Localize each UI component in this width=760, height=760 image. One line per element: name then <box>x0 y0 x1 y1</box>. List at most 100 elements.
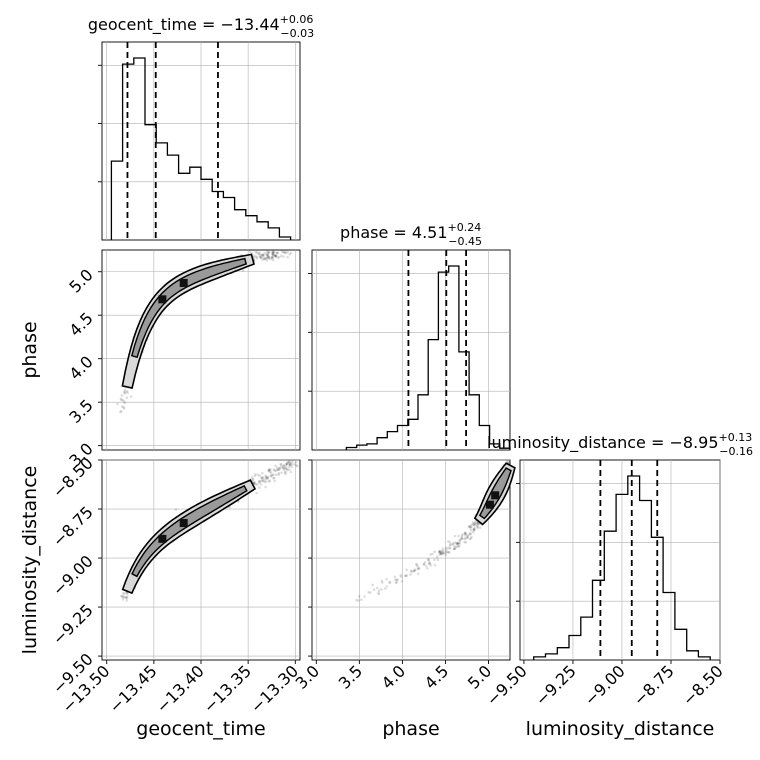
sample-point <box>383 587 387 590</box>
sample-point <box>255 255 258 259</box>
sample-point <box>265 480 268 483</box>
sample-point <box>466 536 469 540</box>
sample-point <box>264 474 267 477</box>
sample-point <box>433 558 436 561</box>
sample-point <box>290 461 293 465</box>
x-tick-label: −8.50 <box>679 661 727 709</box>
sample-point <box>469 529 473 532</box>
sample-point <box>274 255 278 258</box>
sample-point <box>122 594 125 598</box>
sample-point <box>467 525 471 528</box>
sample-point <box>266 253 270 256</box>
sample-point <box>439 552 442 555</box>
diagonal-panel-luminosity_distance: luminosity_distance = −8.95+0.13 −0.16 <box>487 431 753 661</box>
scatter-panel-geocent_time-luminosity_distance <box>101 459 301 661</box>
sample-point <box>399 573 403 577</box>
sample-point <box>261 476 265 479</box>
sample-point <box>272 252 275 255</box>
sample-point <box>125 599 129 602</box>
sample-point <box>433 550 437 553</box>
y-tick-label: −9.25 <box>49 600 97 648</box>
density-peak <box>179 519 188 528</box>
sample-point <box>271 255 274 259</box>
sample-point <box>258 480 261 483</box>
x-tick-label: −8.75 <box>630 661 678 709</box>
sample-point <box>265 256 268 260</box>
sample-point <box>415 563 418 567</box>
sample-point <box>257 252 260 256</box>
sample-point <box>120 594 123 598</box>
sample-point <box>174 508 178 511</box>
sample-point <box>241 269 245 272</box>
sample-point <box>469 525 473 529</box>
x-tick-label: 4.5 <box>421 661 452 692</box>
sample-point <box>290 465 294 469</box>
sample-point <box>284 463 288 466</box>
sample-point <box>125 390 129 393</box>
sample-point <box>453 541 457 544</box>
sample-point <box>282 255 285 258</box>
sample-point <box>261 255 265 259</box>
sample-point <box>269 257 272 261</box>
sample-point <box>476 525 479 528</box>
sample-point <box>429 564 433 567</box>
sample-point <box>269 474 273 478</box>
sample-point <box>285 467 289 471</box>
sample-point <box>275 468 279 471</box>
histogram-step-geocent_time <box>110 57 292 240</box>
y-axis-label-phase: phase <box>19 321 41 378</box>
sample-point <box>267 257 271 260</box>
sample-point <box>256 473 260 477</box>
sample-point <box>255 257 259 260</box>
sample-point <box>271 252 275 256</box>
sample-point <box>458 542 461 545</box>
sample-point <box>448 547 452 550</box>
sample-point <box>458 544 461 548</box>
sample-point <box>372 588 376 591</box>
sample-point <box>261 253 265 257</box>
sample-point <box>283 250 286 254</box>
sample-point <box>445 551 448 554</box>
sample-point <box>448 541 452 544</box>
sample-point <box>396 578 400 581</box>
sample-point <box>449 543 453 546</box>
sample-point <box>282 468 286 471</box>
sample-point <box>264 475 268 479</box>
sample-point <box>274 254 277 258</box>
sample-point <box>267 255 270 259</box>
sample-point <box>367 591 370 594</box>
sample-point <box>385 577 388 581</box>
sample-point <box>258 474 262 478</box>
sample-point <box>265 254 269 257</box>
sample-point <box>476 522 479 525</box>
sample-point <box>278 467 282 470</box>
sample-point <box>422 563 426 566</box>
sample-point <box>255 491 258 495</box>
sample-point <box>123 401 127 405</box>
sample-point <box>424 564 428 568</box>
sample-point <box>276 251 280 255</box>
density-peak <box>485 500 494 509</box>
sample-point <box>464 537 467 540</box>
sample-point <box>437 550 441 554</box>
x-axis-label-luminosity_distance: luminosity_distance <box>526 718 715 740</box>
sample-point <box>405 574 409 577</box>
sample-point <box>273 254 277 257</box>
sample-point <box>292 463 296 466</box>
sample-point <box>251 477 254 481</box>
sample-point <box>417 566 420 570</box>
sample-point <box>440 552 443 555</box>
sample-point <box>267 468 271 471</box>
sample-point <box>427 558 430 561</box>
sample-point <box>258 255 262 259</box>
sample-point <box>120 394 124 397</box>
sample-point <box>248 250 252 253</box>
sample-point <box>456 542 459 546</box>
sample-point <box>274 473 278 477</box>
sample-point <box>290 463 293 466</box>
sample-point <box>269 471 273 474</box>
x-axis-label-phase: phase <box>382 718 439 740</box>
sample-point <box>473 522 476 525</box>
sample-point <box>291 460 294 463</box>
